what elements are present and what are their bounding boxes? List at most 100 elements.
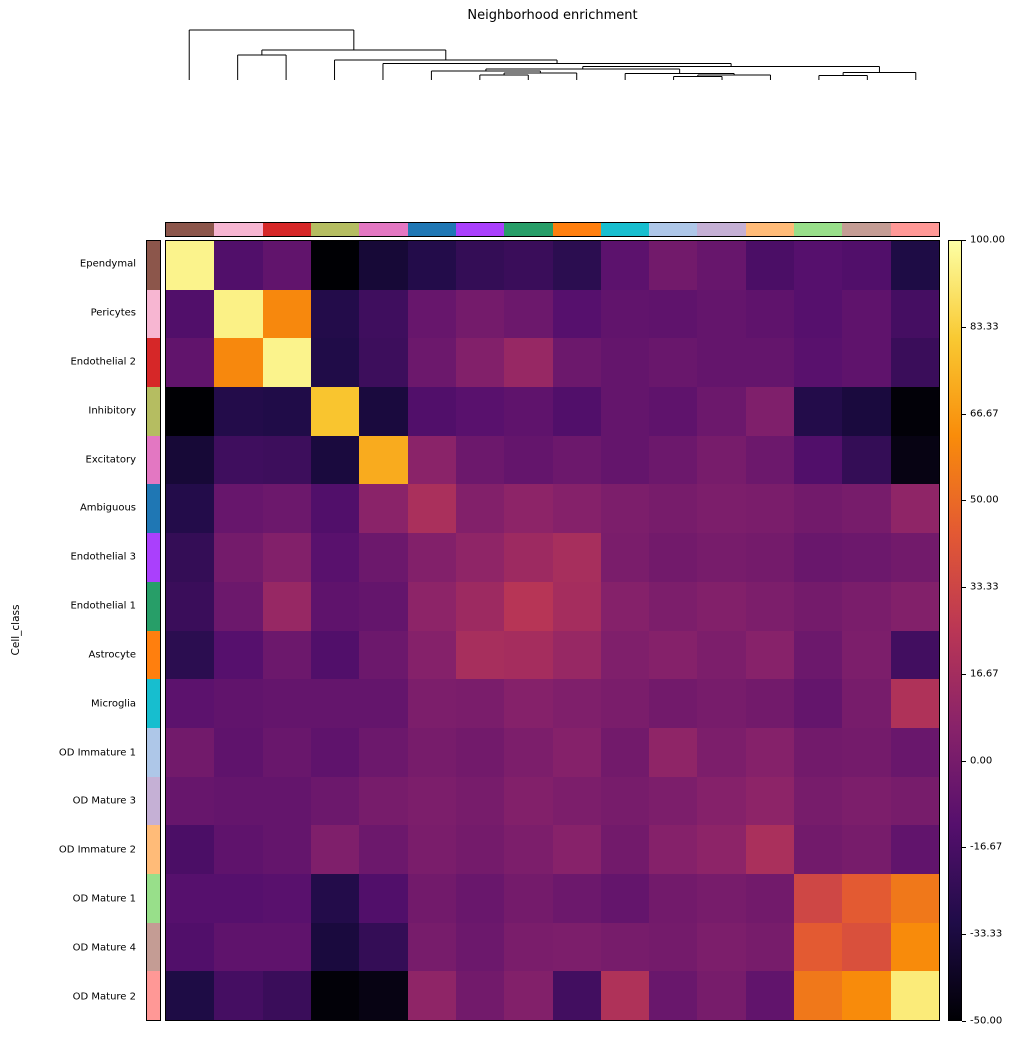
col-category-swatch [455, 223, 505, 236]
heatmap-cell [697, 484, 746, 534]
heatmap-cell [842, 922, 891, 972]
row-tick-label: Microglia [91, 698, 136, 710]
col-category-swatch [745, 223, 795, 236]
heatmap-cell [310, 679, 360, 728]
heatmap-cell [407, 338, 456, 388]
heatmap-cell [407, 776, 456, 826]
row-category-swatch [147, 435, 160, 485]
row-category-swatch [147, 289, 160, 339]
colorbar-ticks: 100.00 83.33 66.67 50.00 33.33 16.67 0.00 -16.6… [962, 235, 1028, 1027]
heatmap-cell [552, 581, 601, 631]
heatmap-cell [649, 289, 698, 339]
heatmap-cell [745, 825, 795, 874]
heatmap-cell [745, 484, 795, 534]
heatmap-cell [504, 971, 553, 1020]
heatmap-cell [600, 435, 650, 485]
heatmap-cell [794, 533, 843, 582]
heatmap-cell [552, 776, 601, 826]
heatmap-cell [214, 241, 263, 290]
row-tick-label: Pericytes [90, 307, 136, 319]
heatmap-cell [649, 630, 698, 680]
colorbar-tick-mark [962, 587, 966, 589]
heatmap-cell [600, 679, 650, 728]
heatmap-cell [166, 338, 215, 388]
heatmap-cell [890, 727, 939, 777]
heatmap-cell [745, 387, 795, 436]
heatmap-cell [166, 387, 215, 436]
heatmap-cell [600, 484, 650, 534]
heatmap-cell [262, 825, 311, 874]
colorbar-tick-mark [962, 500, 966, 502]
heatmap-cell [842, 873, 891, 923]
heatmap-cell [214, 776, 263, 826]
heatmap-cell [359, 241, 408, 290]
heatmap-cell [842, 241, 891, 290]
heatmap-cell [697, 825, 746, 874]
heatmap-cell [407, 873, 456, 923]
heatmap-cell [890, 435, 939, 485]
colorbar-tick-label: 83.33 [970, 321, 999, 333]
heatmap-cell [890, 776, 939, 826]
colorbar-tick-label: 16.67 [970, 668, 999, 680]
heatmap-cell [649, 338, 698, 388]
heatmap-cell [552, 727, 601, 777]
heatmap-cell [166, 825, 215, 874]
col-category-swatch [504, 223, 553, 236]
heatmap-cell [359, 484, 408, 534]
heatmap-cell [214, 581, 263, 631]
heatmap-cell [842, 484, 891, 534]
heatmap-cell [600, 825, 650, 874]
heatmap-cell [407, 922, 456, 972]
row-category-swatch [147, 679, 160, 728]
heatmap-cell [262, 922, 311, 972]
heatmap-cell [407, 630, 456, 680]
heatmap-cell [262, 387, 311, 436]
heatmap-cell [890, 825, 939, 874]
heatmap-cell [552, 533, 601, 582]
heatmap-cell [310, 630, 360, 680]
heatmap-cell [649, 435, 698, 485]
heatmap-cell [745, 581, 795, 631]
heatmap-cell [166, 727, 215, 777]
heatmap-cell [504, 387, 553, 436]
heatmap-cell [552, 679, 601, 728]
heatmap-cell [262, 533, 311, 582]
heatmap-cell [166, 241, 215, 290]
row-tick-label: OD Mature 4 [72, 942, 136, 954]
colorbar-tick-label: 0.00 [970, 755, 993, 767]
heatmap-cell [407, 533, 456, 582]
col-category-swatch [166, 223, 215, 236]
col-category-swatch [794, 223, 843, 236]
heatmap-cell [649, 241, 698, 290]
row-tick-label: Ambiguous [79, 502, 136, 514]
heatmap-cell [310, 922, 360, 972]
heatmap-cell [649, 727, 698, 777]
row-category-swatch [147, 484, 160, 534]
heatmap-cell [166, 776, 215, 826]
heatmap-cell [214, 630, 263, 680]
heatmap-cell [504, 241, 553, 290]
heatmap-cell [552, 922, 601, 972]
heatmap-cell [262, 289, 311, 339]
heatmap-cell [552, 825, 601, 874]
heatmap-cell [745, 533, 795, 582]
col-category-swatch [407, 223, 456, 236]
heatmap [165, 240, 940, 1021]
row-category-swatch [147, 241, 160, 290]
heatmap-cell [649, 825, 698, 874]
heatmap-cell [504, 922, 553, 972]
heatmap-cell [794, 922, 843, 972]
heatmap-cell [697, 241, 746, 290]
heatmap-cell [649, 581, 698, 631]
colorbar-tick-mark [962, 1021, 966, 1022]
heatmap-cell [214, 435, 263, 485]
colorbar-tick-mark [962, 326, 966, 328]
heatmap-cell [794, 435, 843, 485]
heatmap-cell [600, 873, 650, 923]
heatmap-cell [504, 533, 553, 582]
heatmap-cell [455, 922, 505, 972]
heatmap-cell [166, 533, 215, 582]
row-tick-label: Ependymal [79, 258, 136, 270]
heatmap-cell [600, 922, 650, 972]
heatmap-cell [455, 971, 505, 1020]
